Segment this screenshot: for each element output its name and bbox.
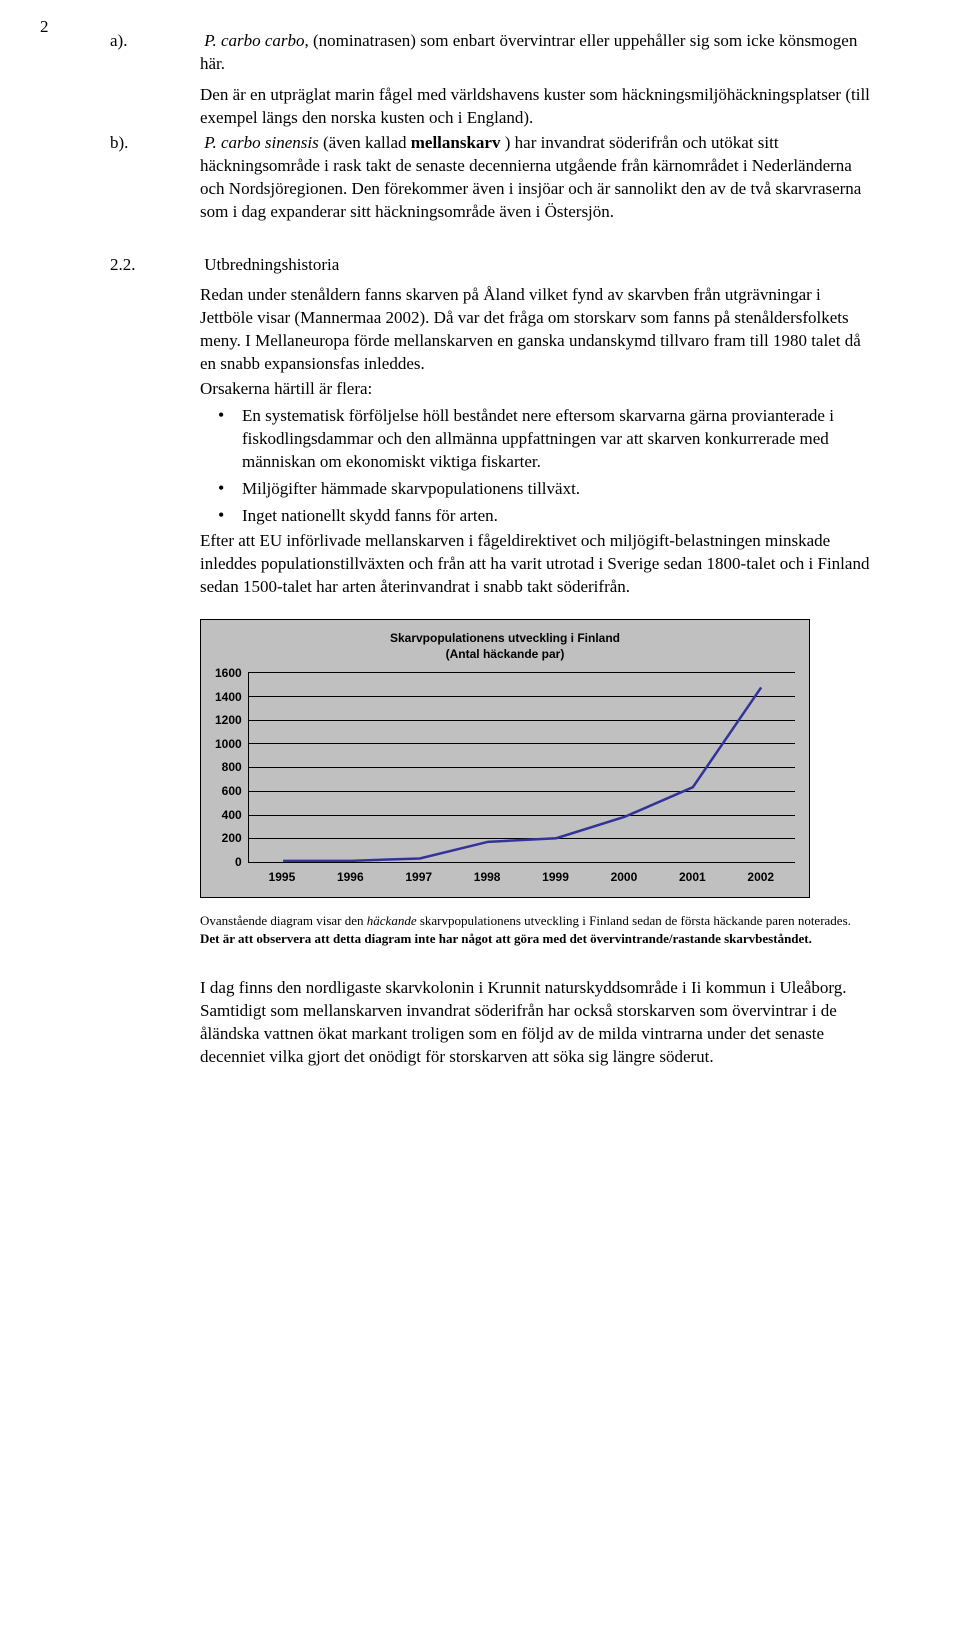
caption-plain1: Ovanstående diagram visar den: [200, 913, 367, 928]
y-tick: 1200: [215, 712, 242, 728]
item-a-text2: Den är en utpräglat marin fågel med värl…: [200, 84, 870, 130]
chart-body: 1600 1400 1200 1000 800 600 400 200 0 19…: [215, 672, 795, 885]
y-tick: 800: [222, 759, 242, 775]
species-name-b: P. carbo sinensis: [204, 133, 318, 152]
y-tick: 1600: [215, 665, 242, 681]
data-line: [283, 687, 761, 860]
bullet-item: En systematisk förföljelse höll bestånde…: [218, 403, 870, 474]
y-tick: 200: [222, 830, 242, 846]
chart-title: Skarvpopulationens utveckling i Finland …: [215, 630, 795, 662]
species-name-a: P. carbo carbo: [204, 31, 304, 50]
section-2-2-para2: Orsakerna härtill är flera:: [200, 378, 870, 401]
section-2-2-para3: Efter att EU införlivade mellanskarven i…: [200, 530, 870, 599]
x-tick: 1995: [248, 869, 316, 885]
x-tick: 2001: [658, 869, 726, 885]
item-b: b). P. carbo sinensis (även kallad mella…: [110, 132, 870, 224]
y-tick: 1400: [215, 689, 242, 705]
plot-column: 1995 1996 1997 1998 1999 2000 2001 2002: [248, 672, 795, 885]
bold-mellanskarv: mellanskarv: [411, 133, 501, 152]
x-tick: 1996: [316, 869, 384, 885]
bullet-item: Miljögifter hämmade skarvpopulationens t…: [218, 476, 870, 501]
y-tick: 1000: [215, 736, 242, 752]
document-page: 2 a). P. carbo carbo, (nominatrasen) som…: [0, 0, 960, 1111]
item-b-label: b).: [110, 132, 200, 155]
x-tick: 2000: [590, 869, 658, 885]
bullet-list: En systematisk förföljelse höll bestånde…: [218, 403, 870, 528]
caption-italic: häckande: [367, 913, 417, 928]
x-tick: 1999: [521, 869, 589, 885]
item-b-body: P. carbo sinensis (även kallad mellanska…: [200, 133, 861, 221]
y-tick: 600: [222, 783, 242, 799]
chart-caption: Ovanstående diagram visar den häckande s…: [200, 912, 870, 947]
x-tick: 1997: [385, 869, 453, 885]
section-2-2: 2.2. Utbredningshistoria: [110, 254, 870, 277]
y-tick: 0: [235, 854, 242, 870]
item-a-label: a).: [110, 30, 200, 53]
line-chart: [249, 672, 795, 862]
y-tick: 400: [222, 807, 242, 823]
bullet-item: Inget nationellt skydd fanns för arten.: [218, 503, 870, 528]
section-2-2-label: 2.2.: [110, 254, 200, 277]
caption-bold: Det är att observera att detta diagram i…: [200, 931, 812, 946]
chart-title-line2: (Antal häckande par): [446, 647, 565, 661]
chart-title-line1: Skarvpopulationens utveckling i Finland: [390, 631, 620, 645]
chart-container: Skarvpopulationens utveckling i Finland …: [200, 619, 810, 899]
x-tick: 1998: [453, 869, 521, 885]
item-a-body: P. carbo carbo, (nominatrasen) som enbar…: [200, 31, 857, 73]
item-a: a). P. carbo carbo, (nominatrasen) som e…: [110, 30, 870, 76]
y-axis: 1600 1400 1200 1000 800 600 400 200 0: [215, 665, 248, 870]
closing-paragraph: I dag finns den nordligaste skarvkolonin…: [200, 977, 870, 1069]
section-2-2-heading: Utbredningshistoria: [204, 255, 339, 274]
section-2-2-para1: Redan under stenåldern fanns skarven på …: [200, 284, 870, 376]
x-axis: 1995 1996 1997 1998 1999 2000 2001 2002: [248, 869, 795, 885]
caption-plain2: skarvpopulationens utveckling i Finland …: [417, 913, 851, 928]
x-tick: 2002: [727, 869, 795, 885]
page-number: 2: [40, 16, 49, 39]
plot-area: [248, 672, 795, 863]
item-b-text1a: (även kallad: [319, 133, 411, 152]
